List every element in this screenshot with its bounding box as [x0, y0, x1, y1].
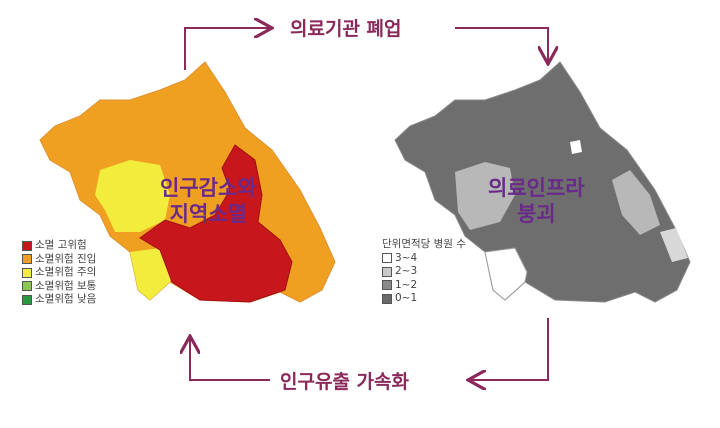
- legend-title: 단위면적당 병원 수: [382, 238, 466, 250]
- legend-item: 3~4: [382, 252, 466, 266]
- cycle-top-label: 의료기관 폐업: [290, 18, 402, 40]
- swatch: [382, 293, 392, 304]
- swatch: [22, 254, 32, 265]
- region-red: [139, 144, 293, 303]
- legend-label: 소멸위험 진입: [35, 252, 97, 265]
- left-map-label-line2: 지역소멸: [169, 202, 247, 226]
- legend-label: 0~1: [395, 292, 418, 304]
- left-legend: 소멸 고위험 소멸위험 진입 소멸위험 주의 소멸위험 보통 소멸위험 낮음: [22, 239, 96, 307]
- left-map-label: 인구감소와 지역소멸: [160, 175, 257, 227]
- legend-item: 소멸위험 주의: [22, 266, 96, 280]
- swatch: [22, 281, 32, 292]
- legend-label: 소멸위험 주의: [35, 266, 97, 278]
- arrow-bottom: [470, 318, 549, 380]
- region-light-gray: [455, 162, 515, 230]
- legend-label: 3~4: [395, 251, 418, 264]
- legend-item: 소멸 고위험: [22, 239, 96, 253]
- right-legend: 단위면적당 병원 수 3~4 2~3 1~2 0~1: [382, 238, 466, 306]
- swatch: [382, 280, 392, 291]
- region-white-north: [570, 140, 582, 154]
- swatch: [382, 266, 392, 277]
- legend-item: 0~1: [382, 292, 466, 306]
- region-light-east: [660, 228, 688, 262]
- region-white-south: [484, 247, 528, 301]
- legend-label: 소멸위험 낮음: [35, 293, 97, 305]
- legend-label: 1~2: [395, 278, 418, 291]
- cycle-bottom-label: 인구유출 가속화: [280, 371, 409, 393]
- swatch: [22, 294, 32, 305]
- legend-item: 2~3: [382, 265, 466, 279]
- right-map-label-line2: 붕괴: [516, 202, 556, 226]
- right-map: [394, 61, 691, 303]
- legend-item: 소멸위험 낮음: [22, 293, 96, 307]
- swatch: [22, 240, 32, 251]
- swatch: [382, 253, 392, 264]
- legend-label: 소멸위험 보통: [35, 279, 97, 292]
- region-light-gray-east: [612, 170, 660, 235]
- legend-item: 1~2: [382, 279, 466, 293]
- arrow-right: [455, 27, 548, 62]
- swatch: [22, 267, 32, 278]
- left-map: [39, 61, 336, 303]
- legend-item: 소멸위험 보통: [22, 280, 96, 294]
- left-map-label-line1: 인구감소와: [160, 176, 257, 200]
- legend-item: 소멸위험 진입: [22, 253, 96, 267]
- legend-label: 2~3: [395, 265, 418, 277]
- arrow-top: [184, 28, 270, 70]
- region-yellow-south: [130, 248, 172, 300]
- right-map-label-line1: 의료인프라: [488, 176, 585, 200]
- region-yellow: [95, 160, 170, 232]
- arrow-left: [190, 338, 270, 381]
- legend-label: 소멸 고위험: [35, 239, 87, 251]
- right-map-label: 의료인프라 붕괴: [488, 175, 585, 227]
